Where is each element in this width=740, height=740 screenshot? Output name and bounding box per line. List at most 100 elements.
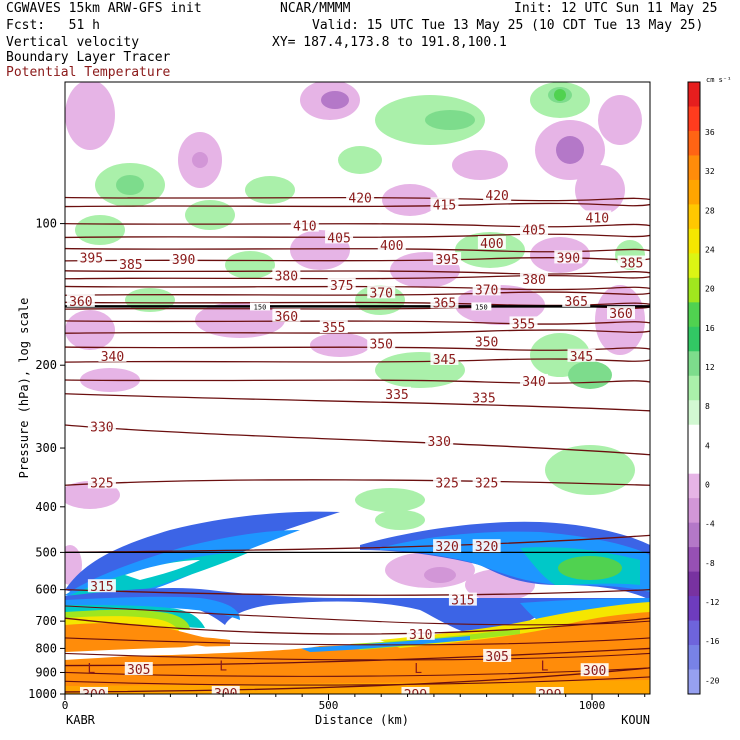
vv-blob <box>65 310 115 350</box>
colorbar-tick-label: -8 <box>705 559 715 568</box>
vv-blob <box>75 215 125 245</box>
colorbar-swatch <box>688 106 700 132</box>
contour-label: 355 <box>512 317 535 332</box>
vv-blob <box>65 82 115 150</box>
colorbar-swatch <box>688 424 700 450</box>
contour-label-bg <box>433 475 462 489</box>
y-tick-label: 900 <box>35 665 57 679</box>
y-tick-label: 400 <box>35 500 57 514</box>
valid-time: Valid: 15 UTC Tue 13 May 25 (10 CDT Tue … <box>312 18 704 33</box>
contour-label: 395 <box>435 253 458 268</box>
colorbar-tick-label: 32 <box>705 167 715 176</box>
contour-label: 360 <box>275 310 298 325</box>
contour-label-bg <box>567 348 596 362</box>
y-tick-label: 300 <box>35 441 57 455</box>
vv-blob <box>225 251 275 279</box>
field-boundary-layer-tracer: Boundary Layer Tracer <box>6 50 171 65</box>
contour-label: 325 <box>475 476 498 491</box>
theta-contour-340 <box>65 379 650 384</box>
colorbar-swatch <box>688 277 700 303</box>
theta-contour-350 <box>65 346 650 351</box>
vv-blob <box>382 184 438 216</box>
theta-contour-300 <box>65 667 650 693</box>
vv-blob <box>195 302 285 338</box>
contour-label: 330 <box>427 435 450 450</box>
contour-label: 340 <box>522 375 545 390</box>
contour-label: 310 <box>409 628 432 643</box>
vv-blob <box>185 200 235 230</box>
y-tick-label: 100 <box>35 217 57 231</box>
colorbar-swatch <box>688 302 700 328</box>
low-marker: L <box>87 662 95 677</box>
plot-frame <box>64 81 651 695</box>
contour-label-bg <box>169 252 198 266</box>
vv-blob <box>310 333 370 357</box>
colorbar-swatch <box>688 228 700 254</box>
colorbar-tick-label: 4 <box>705 441 710 450</box>
x-endpoint-right: KOUN <box>621 713 650 727</box>
y-tick-label: 700 <box>35 614 57 628</box>
tracer-gap <box>65 645 320 658</box>
theta-contour-380 <box>65 285 650 291</box>
contour-label-bg <box>325 230 354 244</box>
theta-contour-355 <box>65 329 650 334</box>
vv-blob <box>554 89 566 101</box>
contour-label-bg <box>617 255 646 269</box>
contour-label-bg <box>87 579 116 593</box>
y-tick-label: 500 <box>35 545 57 559</box>
theta-contour-410 <box>65 222 650 228</box>
contour-label-bg <box>272 308 301 322</box>
contour-label-bg <box>472 475 501 489</box>
contour-label-bg <box>77 250 106 264</box>
vv-blob <box>245 176 295 204</box>
vv-blob <box>116 175 144 195</box>
contour-label-bg <box>520 222 549 236</box>
cross-section-xy: XY= 187.4,173.8 to 191.8,100.1 <box>272 35 507 50</box>
colorbar-swatch <box>688 326 700 352</box>
colorbar-swatch <box>688 571 700 597</box>
low-marker: L <box>414 662 422 677</box>
low-marker: L <box>219 660 227 675</box>
vv-blob <box>568 361 612 389</box>
colorbar-tick-label: -16 <box>705 637 720 646</box>
theta-contour-low <box>65 605 650 626</box>
theta-contour-low <box>65 637 650 646</box>
contour-label: 300 <box>82 688 105 703</box>
vv-blob <box>321 91 349 109</box>
theta-contour-low <box>65 652 650 661</box>
colorbar-tick-label: 8 <box>705 402 710 411</box>
contour-label-bg <box>98 348 127 362</box>
contour-label-bg <box>535 687 564 694</box>
contour-label-bg <box>483 188 512 202</box>
reference-lines: 150 150 <box>65 302 650 554</box>
contour-label-bg <box>290 218 319 232</box>
contour-label: 385 <box>119 258 142 273</box>
contour-label-bg <box>433 539 462 553</box>
colorbar-swatch <box>688 596 700 622</box>
contour-label-bg <box>472 539 501 553</box>
theta-contour-385 <box>65 274 650 280</box>
colorbar-swatch <box>688 400 700 426</box>
x-axis: 0 500 1000 <box>62 694 646 712</box>
contour-label-bg <box>272 268 301 282</box>
contour-label: 370 <box>369 286 392 301</box>
y-tick-label: 600 <box>35 583 57 597</box>
contour-label: 345 <box>433 353 456 368</box>
contour-label-bg <box>116 257 145 271</box>
vv-blob <box>425 110 475 130</box>
contour-label: 330 <box>90 421 113 436</box>
contour-label: 380 <box>275 270 298 285</box>
field-potential-temperature: Potential Temperature <box>6 65 171 80</box>
contour-label-bg <box>520 373 549 387</box>
theta-contour-330 <box>65 424 650 456</box>
colorbar-swatch <box>688 375 700 401</box>
contour-label: 420 <box>348 191 371 206</box>
contour-label: 405 <box>327 231 350 246</box>
contour-label-bg <box>580 663 609 677</box>
contour-label: 395 <box>80 251 103 266</box>
contour-label-bg <box>472 282 501 296</box>
contour-label: 299 <box>404 688 427 703</box>
contour-label: 370 <box>475 283 498 298</box>
contour-label: 345 <box>570 350 593 365</box>
